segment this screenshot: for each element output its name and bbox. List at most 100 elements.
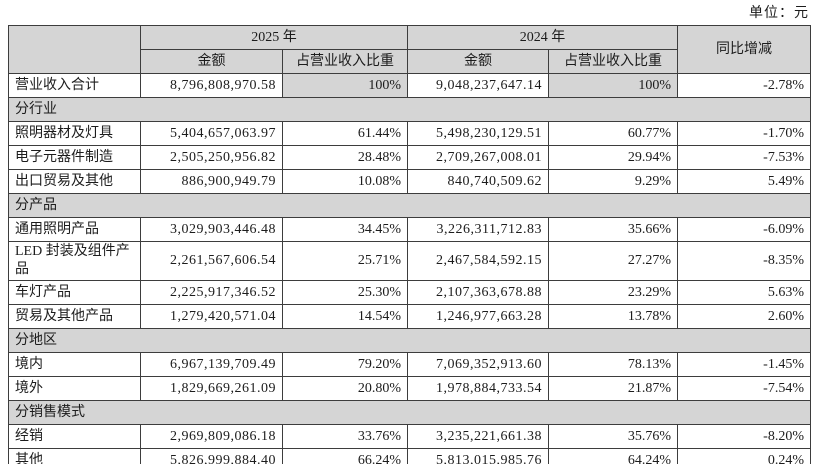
cell-amount-2025: 6,967,139,709.49: [140, 352, 283, 377]
section-row-region: 分地区: [8, 328, 811, 353]
row-label: 车灯产品: [8, 280, 141, 305]
header-amount-2024: 金额: [407, 49, 549, 74]
header-row-metrics: 金额 占营业收入比重 金额 占营业收入比重: [9, 49, 811, 74]
row-label: 经销: [8, 424, 141, 449]
cell-yoy: -8.35%: [677, 241, 811, 281]
cell-amount-2024: 9,048,237,647.14: [407, 73, 549, 98]
header-ratio-2024: 占营业收入比重: [548, 49, 678, 74]
table-row: 境外 1,829,669,261.09 20.80% 1,978,884,733…: [8, 376, 811, 401]
row-label: 境内: [8, 352, 141, 377]
cell-amount-2025: 8,796,808,970.58: [140, 73, 283, 98]
row-label: 营业收入合计: [8, 73, 141, 98]
cell-amount-2024: 7,069,352,913.60: [407, 352, 549, 377]
row-label: 电子元器件制造: [8, 145, 141, 170]
cell-amount-2024: 1,246,977,663.28: [407, 304, 549, 329]
cell-ratio-2024: 35.66%: [548, 217, 678, 242]
cell-ratio-2025: 25.71%: [282, 241, 408, 281]
section-row-industry: 分行业: [8, 97, 811, 122]
cell-yoy: 2.60%: [677, 304, 811, 329]
cell-yoy: -1.70%: [677, 121, 811, 146]
cell-ratio-2024: 35.76%: [548, 424, 678, 449]
section-title: 分行业: [8, 97, 811, 122]
table-row: 出口贸易及其他 886,900,949.79 10.08% 840,740,50…: [8, 169, 811, 194]
header-ratio-2025: 占营业收入比重: [282, 49, 408, 74]
header-2024: 2024 年: [407, 25, 678, 50]
cell-ratio-2024: 23.29%: [548, 280, 678, 305]
row-label: 其他: [8, 448, 141, 464]
cell-ratio-2024: 27.27%: [548, 241, 678, 281]
cell-amount-2024: 2,107,363,678.88: [407, 280, 549, 305]
cell-ratio-2024: 60.77%: [548, 121, 678, 146]
cell-ratio-2025: 14.54%: [282, 304, 408, 329]
cell-yoy: -6.09%: [677, 217, 811, 242]
corner-cell: [8, 25, 141, 74]
section-title: 分销售模式: [8, 400, 811, 425]
cell-amount-2024: 1,978,884,733.54: [407, 376, 549, 401]
unit-label: 单位：元: [749, 6, 809, 21]
cell-ratio-2025: 34.45%: [282, 217, 408, 242]
cell-ratio-2024: 13.78%: [548, 304, 678, 329]
cell-ratio-2025: 79.20%: [282, 352, 408, 377]
header-2025: 2025 年: [140, 25, 408, 50]
cell-yoy: -8.20%: [677, 424, 811, 449]
cell-yoy: -1.45%: [677, 352, 811, 377]
cell-yoy: -2.78%: [677, 73, 811, 98]
row-label: 照明器材及灯具: [8, 121, 141, 146]
cell-ratio-2024: 78.13%: [548, 352, 678, 377]
header-amount-2025: 金额: [140, 49, 283, 74]
cell-ratio-2025: 28.48%: [282, 145, 408, 170]
section-title: 分产品: [8, 193, 811, 218]
cell-ratio-2024: 64.24%: [548, 448, 678, 464]
cell-amount-2025: 5,404,657,063.97: [140, 121, 283, 146]
cell-amount-2025: 2,969,809,086.18: [140, 424, 283, 449]
cell-amount-2025: 5,826,999,884.40: [140, 448, 283, 464]
table-row: LED 封装及组件产品 2,261,567,606.54 25.71% 2,46…: [8, 241, 811, 281]
cell-amount-2025: 2,261,567,606.54: [140, 241, 283, 281]
table-row: 电子元器件制造 2,505,250,956.82 28.48% 2,709,26…: [8, 145, 811, 170]
revenue-breakdown-table: 2025 年 2024 年 同比增减 金额 占营业收入比重 金额 占营业收入比重…: [8, 25, 811, 464]
header-row-years: 2025 年 2024 年 同比增减: [8, 25, 811, 74]
table-row: 车灯产品 2,225,917,346.52 25.30% 2,107,363,6…: [8, 280, 811, 305]
cell-ratio-2024: 100%: [548, 73, 678, 98]
cell-amount-2024: 5,813,015,985.76: [407, 448, 549, 464]
cell-amount-2024: 5,498,230,129.51: [407, 121, 549, 146]
table-row: 境内 6,967,139,709.49 79.20% 7,069,352,913…: [8, 352, 811, 377]
cell-ratio-2025: 66.24%: [282, 448, 408, 464]
row-label: 出口贸易及其他: [8, 169, 141, 194]
cell-amount-2025: 2,505,250,956.82: [140, 145, 283, 170]
cell-ratio-2025: 33.76%: [282, 424, 408, 449]
cell-yoy: 0.24%: [677, 448, 811, 464]
cell-amount-2025: 1,279,420,571.04: [140, 304, 283, 329]
table-row: 其他 5,826,999,884.40 66.24% 5,813,015,985…: [8, 448, 811, 464]
cell-ratio-2025: 100%: [282, 73, 408, 98]
section-row-product: 分产品: [8, 193, 811, 218]
section-row-sales-mode: 分销售模式: [8, 400, 811, 425]
cell-yoy: -7.54%: [677, 376, 811, 401]
cell-yoy: 5.63%: [677, 280, 811, 305]
cell-amount-2025: 3,029,903,446.48: [140, 217, 283, 242]
table-row: 经销 2,969,809,086.18 33.76% 3,235,221,661…: [8, 424, 811, 449]
cell-amount-2024: 2,709,267,008.01: [407, 145, 549, 170]
row-label: LED 封装及组件产品: [8, 241, 141, 281]
cell-amount-2024: 840,740,509.62: [407, 169, 549, 194]
cell-amount-2025: 2,225,917,346.52: [140, 280, 283, 305]
cell-amount-2024: 3,235,221,661.38: [407, 424, 549, 449]
cell-ratio-2025: 10.08%: [282, 169, 408, 194]
cell-yoy: 5.49%: [677, 169, 811, 194]
cell-ratio-2025: 61.44%: [282, 121, 408, 146]
table-row: 通用照明产品 3,029,903,446.48 34.45% 3,226,311…: [8, 217, 811, 242]
table-row-total: 营业收入合计 8,796,808,970.58 100% 9,048,237,6…: [8, 73, 811, 98]
section-title: 分地区: [8, 328, 811, 353]
cell-ratio-2025: 25.30%: [282, 280, 408, 305]
cell-amount-2025: 886,900,949.79: [140, 169, 283, 194]
cell-amount-2024: 3,226,311,712.83: [407, 217, 549, 242]
cell-ratio-2024: 29.94%: [548, 145, 678, 170]
row-label: 贸易及其他产品: [8, 304, 141, 329]
cell-ratio-2024: 21.87%: [548, 376, 678, 401]
row-label: 境外: [8, 376, 141, 401]
cell-yoy: -7.53%: [677, 145, 811, 170]
row-label: 通用照明产品: [8, 217, 141, 242]
header-yoy: 同比增减: [677, 25, 811, 74]
table-row: 贸易及其他产品 1,279,420,571.04 14.54% 1,246,97…: [8, 304, 811, 329]
